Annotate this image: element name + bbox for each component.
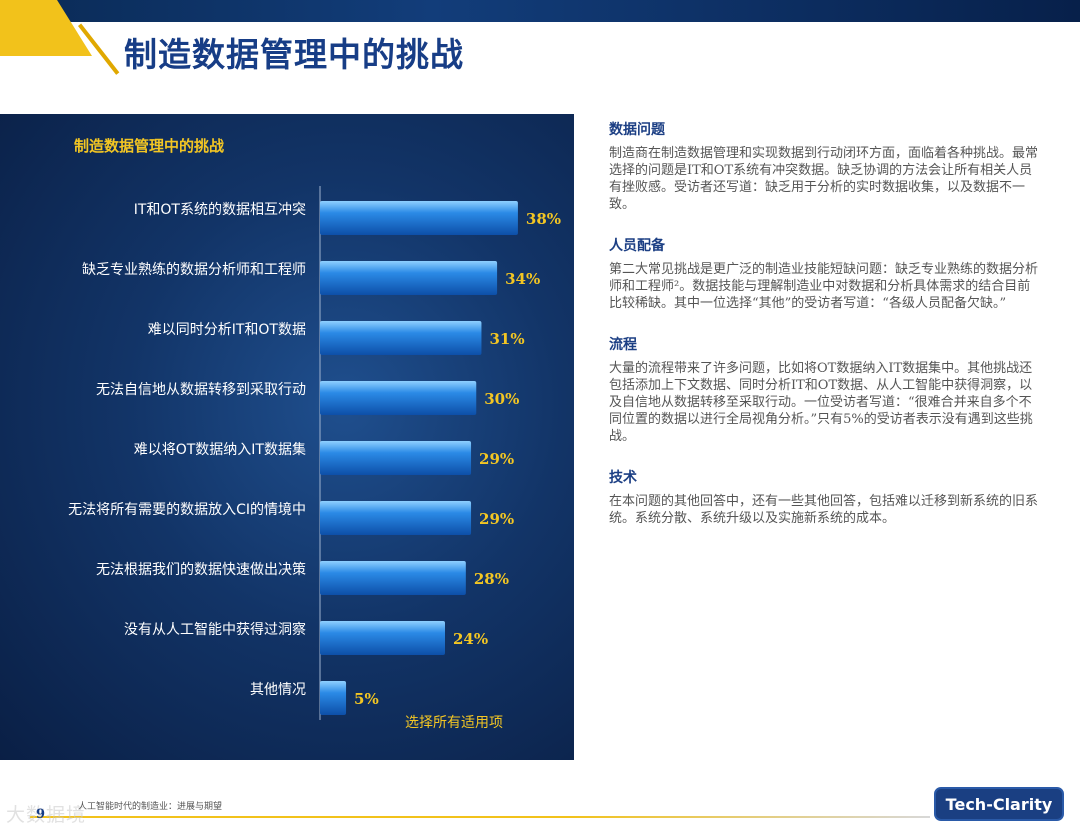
tech-clarity-logo: Tech-Clarity <box>934 787 1064 821</box>
chart-note: 选择所有适用项 <box>405 715 503 731</box>
category-label: 难以将OT数据纳入IT数据集 <box>134 441 306 458</box>
value-label: 5% <box>354 690 379 708</box>
page-number: 9 <box>36 807 46 822</box>
bar <box>320 621 445 655</box>
footer-divider <box>30 816 930 818</box>
section-body: 第二大常见挑战是更广泛的制造业技能短缺问题：缺乏专业熟练的数据分析师和工程师²。… <box>609 262 1039 311</box>
bar-chart: IT和OT系统的数据相互冲突 38% 缺乏专业熟练的数据分析师和工程师 34% 难以同时… <box>68 186 561 720</box>
section-data-issues: 数据问题 制造商在制造数据管理和实现数据到行动闭环方面，面临着各种挑战。最常选择… <box>609 119 1039 213</box>
section-heading: 流程 <box>609 337 637 353</box>
section-technology: 技术 在本问题的其他回答中，还有一些其他回答，包括难以迁移到新系统的旧系统。系统… <box>609 467 1039 527</box>
chart-title: 制造数据管理中的挑战 <box>74 137 225 155</box>
top-banner <box>0 0 1080 22</box>
bar <box>320 201 518 235</box>
footer-title: 人工智能时代的制造业：进展与期望 <box>78 802 223 812</box>
value-label: 29% <box>479 450 514 468</box>
category-label: IT和OT系统的数据相互冲突 <box>134 202 306 218</box>
value-label: 24% <box>453 630 488 648</box>
section-heading: 技术 <box>609 470 637 486</box>
watermark: 大数据境 <box>6 804 87 826</box>
section-body: 大量的流程带来了许多问题，比如将OT数据纳入IT数据集中。其他挑战还包括添加上下… <box>609 361 1033 444</box>
value-label: 31% <box>489 330 524 348</box>
section-heading: 人员配备 <box>609 238 665 254</box>
value-label: 30% <box>484 390 519 408</box>
category-label: 难以同时分析IT和OT数据 <box>148 322 306 338</box>
text-column: 数据问题 制造商在制造数据管理和实现数据到行动闭环方面，面临着各种挑战。最常选择… <box>609 119 1039 549</box>
value-label: 38% <box>526 210 561 228</box>
category-label: 无法将所有需要的数据放入CI的情境中 <box>68 502 306 518</box>
bar <box>320 441 472 475</box>
section-body: 在本问题的其他回答中，还有一些其他回答，包括难以迁移到新系统的旧系统。系统分散、… <box>609 494 1039 526</box>
bar <box>320 261 498 295</box>
section-heading: 数据问题 <box>609 122 665 138</box>
section-body: 制造商在制造数据管理和实现数据到行动闭环方面，面临着各种挑战。最常选择的问题是I… <box>609 146 1039 212</box>
value-label: 34% <box>505 270 540 288</box>
category-label: 无法自信地从数据转移到采取行动 <box>96 382 306 398</box>
value-label: 28% <box>474 570 509 588</box>
category-label: 缺乏专业熟练的数据分析师和工程师 <box>82 262 306 278</box>
category-label: 没有从人工智能中获得过洞察 <box>124 621 306 638</box>
section-staffing: 人员配备 第二大常见挑战是更广泛的制造业技能短缺问题：缺乏专业熟练的数据分析师和… <box>609 235 1039 312</box>
category-label: 其他情况 <box>250 682 306 698</box>
section-process: 流程 大量的流程带来了许多问题，比如将OT数据纳入IT数据集中。其他挑战还包括添… <box>609 334 1039 445</box>
value-label: 29% <box>479 510 514 528</box>
bar <box>320 321 482 355</box>
bar <box>320 381 477 415</box>
bar <box>320 561 466 595</box>
category-label: 无法根据我们的数据快速做出决策 <box>96 561 306 578</box>
bar <box>320 681 347 715</box>
page-title: 制造数据管理中的挑战 <box>124 35 464 74</box>
bar <box>320 501 472 535</box>
